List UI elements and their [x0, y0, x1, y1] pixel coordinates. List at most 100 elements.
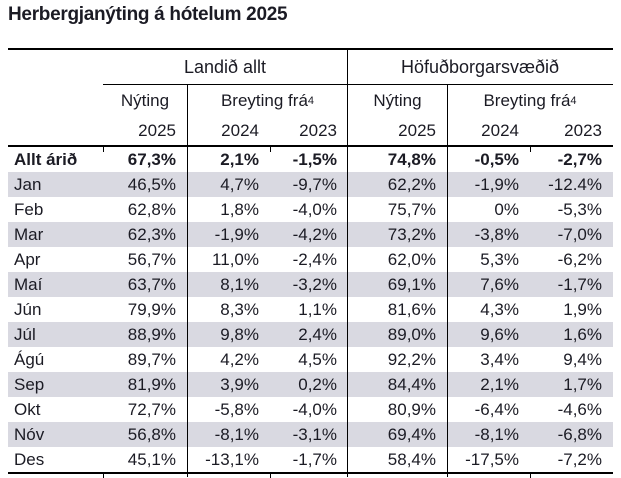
table-row: Okt 72,7% -5,8% -4,0% 80,9% -6,4% -4,6%	[8, 397, 613, 422]
value-cell: 1,8%	[220, 199, 259, 219]
value-cell: 9,8%	[220, 324, 259, 344]
value-cell: 1,6%	[563, 324, 602, 344]
value-cell: -6,8%	[557, 424, 602, 444]
row-label: Sep	[14, 374, 45, 394]
value-cell: -2,7%	[557, 149, 602, 169]
row-label: Okt	[14, 399, 41, 419]
row-label: Jún	[14, 299, 42, 319]
table-row: Júl 88,9% 9,8% 2,4% 89,0% 9,6% 1,6%	[8, 322, 613, 347]
row-label: Apr	[14, 249, 41, 269]
table-row: Sep 81,9% 3,9% 0,2% 84,4% 2,1% 1,7%	[8, 372, 613, 397]
row-label: Nóv	[14, 424, 45, 444]
value-cell: 84,4%	[387, 374, 436, 394]
year-header-2023-hofudborg: 2023	[564, 121, 602, 140]
column-divider-hofudborg	[447, 84, 448, 477]
table-row: Feb 62,8% 1,8% -4,0% 75,7% 0% -5,3%	[8, 197, 613, 222]
table-row: Des 45,1% -13,1% -1,7% 58,4% -17,5% -7,2%	[8, 447, 613, 472]
value-cell: 92,2%	[387, 349, 436, 369]
value-cell: -4,0%	[292, 399, 337, 419]
value-cell: 46,5%	[127, 174, 176, 194]
value-cell: 45,1%	[127, 449, 176, 469]
page-title: Herbergjanýting á hótelum 2025	[8, 4, 288, 25]
value-cell: 89,7%	[127, 349, 176, 369]
value-cell: 69,1%	[387, 274, 436, 294]
table-row: Maí 63,7% 8,1% -3,2% 69,1% 7,6% -1,7%	[8, 272, 613, 297]
border-tick	[103, 474, 104, 478]
value-cell: 1,1%	[298, 299, 337, 319]
value-cell: -13,1%	[205, 449, 259, 469]
table-body: Allt árið 67,3% 2,1% -1,5% 74,8% -0,5% -2,7% Ja…	[8, 147, 613, 472]
value-cell: 67,3%	[127, 149, 176, 169]
value-cell: 11,0%	[212, 249, 259, 269]
value-cell: 72,7%	[127, 399, 176, 419]
value-cell: -1,5%	[292, 149, 337, 169]
value-cell: -1,7%	[557, 274, 602, 294]
table-row: Jún 79,9% 8,3% 1,1% 81,6% 4,3% 1,9%	[8, 297, 613, 322]
value-cell: 56,8%	[127, 424, 176, 444]
group-header-hofudborgarsvaedid: Höfuðborgarsvæðið	[400, 56, 560, 77]
header-bottom-line	[8, 145, 613, 147]
value-cell: -3,8%	[474, 224, 519, 244]
value-cell: -3,1%	[292, 424, 337, 444]
value-cell: 8,3%	[220, 299, 259, 319]
row-label: Júl	[14, 324, 36, 344]
value-cell: -0,5%	[474, 149, 519, 169]
value-cell: -5,3%	[557, 199, 602, 219]
subheader-breyting-landid: Breyting frá 4	[220, 90, 315, 110]
table-row: Jan 46,5% 4,7% -9,7% 62,2% -1,9% -12.4%	[8, 172, 613, 197]
value-cell: 4,7%	[220, 174, 259, 194]
subheader-breyting-hofudborg: Breyting frá 4	[483, 90, 577, 110]
value-cell: -4,0%	[292, 199, 337, 219]
year-header-2024-hofudborg: 2024	[481, 121, 519, 140]
group-header-landid-allt: Landið allt	[183, 56, 267, 77]
value-cell: -2,4%	[292, 249, 337, 269]
value-cell: 4,2%	[220, 349, 259, 369]
group-underline	[103, 84, 613, 85]
table-row: Nóv 56,8% -8,1% -3,1% 69,4% -8,1% -6,8%	[8, 422, 613, 447]
value-cell: 58,4%	[387, 449, 436, 469]
year-header-2025-hofudborg: 2025	[398, 121, 436, 140]
value-cell: 74,8%	[387, 149, 436, 169]
value-cell: -8,1%	[214, 424, 259, 444]
value-cell: 75,7%	[387, 199, 436, 219]
value-cell: -1,7%	[292, 449, 337, 469]
row-label: Maí	[14, 274, 43, 294]
subheader-nyting-landid: Nýting	[120, 90, 170, 110]
spacer-cell	[8, 84, 103, 117]
border-tick	[530, 474, 531, 478]
value-cell: -7,0%	[557, 224, 602, 244]
value-cell: 0,2%	[298, 374, 337, 394]
value-cell: 2,1%	[220, 149, 259, 169]
border-tick	[270, 474, 271, 478]
value-cell: 0%	[494, 199, 519, 219]
value-cell: 56,7%	[127, 249, 176, 269]
row-label: Allt árið	[14, 149, 78, 169]
value-cell: 5,3%	[480, 249, 519, 269]
corner-spacer-cell	[8, 50, 103, 84]
value-cell: 73,2%	[387, 224, 436, 244]
value-cell: -7,2%	[557, 449, 602, 469]
subheader-row: Nýting Breyting frá 4 Nýting Breyting frá…	[8, 84, 613, 117]
row-label: Mar	[14, 224, 44, 244]
value-cell: 89,0%	[387, 324, 436, 344]
year-header-2024-landid: 2024	[221, 121, 259, 140]
spacer-cell	[8, 117, 103, 145]
table-bottom-line	[8, 472, 613, 474]
value-cell: 4,3%	[480, 299, 519, 319]
year-header-2025-landid: 2025	[138, 121, 176, 140]
value-cell: 4,5%	[298, 349, 337, 369]
table-row: Ágú 89,7% 4,2% 4,5% 92,2% 3,4% 9,4%	[8, 347, 613, 372]
value-cell: -6,2%	[557, 249, 602, 269]
value-cell: -6,4%	[474, 399, 519, 419]
value-cell: -1,9%	[474, 174, 519, 194]
value-cell: 62,3%	[127, 224, 176, 244]
table-row: Mar 62,3% -1,9% -4,2% 73,2% -3,8% -7,0%	[8, 222, 613, 247]
table-row: Apr 56,7% 11,0% -2,4% 62,0% 5,3% -6,2%	[8, 247, 613, 272]
year-header-2023-landid: 2023	[299, 121, 337, 140]
value-cell: 7,6%	[480, 274, 519, 294]
value-cell: 3,4%	[480, 349, 519, 369]
value-cell: 2,1%	[480, 374, 519, 394]
table-row: Allt árið 67,3% 2,1% -1,5% 74,8% -0,5% -2,7%	[8, 147, 613, 172]
value-cell: -12.4%	[548, 174, 602, 194]
value-cell: 2,4%	[298, 324, 337, 344]
